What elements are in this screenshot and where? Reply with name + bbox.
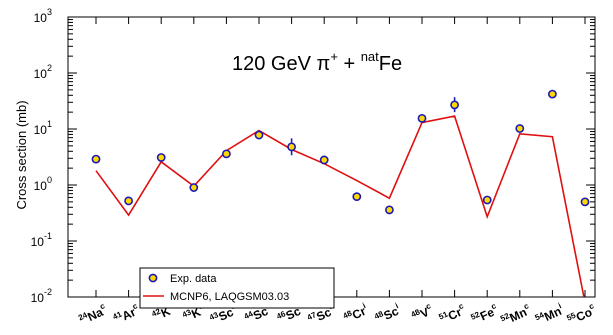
model-line-path — [95, 115, 585, 298]
data-point — [91, 154, 101, 164]
chart-title: 120 GeV π+ + natFe — [232, 49, 402, 75]
data-point — [384, 205, 394, 215]
data-point — [580, 197, 590, 207]
x-tick-label: 52Fec — [469, 301, 501, 327]
y-tick-label: 10-1 — [31, 231, 52, 249]
y-tick-label: 101 — [34, 119, 52, 137]
title-sup-nat: nat — [361, 49, 379, 64]
x-tick-label: 54Mni — [533, 301, 566, 328]
title-main: 120 GeV π — [232, 53, 330, 75]
title-sup-plus: + — [330, 49, 338, 64]
exp-data-series — [91, 89, 590, 215]
legend-label-exp: Exp. data — [170, 273, 217, 285]
title-end: Fe — [379, 53, 402, 75]
data-point — [221, 149, 231, 159]
x-tick-label: 55Coc — [565, 301, 599, 328]
title-mid: + — [338, 53, 361, 75]
y-tick-label: 100 — [34, 175, 52, 193]
y-tick-label: 10-2 — [31, 287, 52, 305]
data-point — [319, 155, 329, 165]
data-point — [189, 183, 199, 192]
y-axis: 10-2 10-1 100 101 102 103 — [31, 7, 595, 305]
y-axis-label: Cross section (mb) — [14, 100, 29, 209]
model-series — [95, 115, 585, 298]
x-tick-label: 48Sci — [372, 301, 402, 326]
x-tick-label: 24Nac — [76, 301, 109, 328]
y-tick-label: 103 — [34, 7, 52, 25]
data-point — [352, 192, 362, 202]
data-point — [515, 124, 525, 133]
data-point — [417, 113, 427, 123]
x-tick-label: 41Arc — [111, 301, 142, 327]
x-tick-label: 51Crc — [437, 301, 468, 327]
data-point — [124, 196, 134, 206]
data-point — [156, 153, 166, 162]
data-point — [548, 89, 557, 99]
x-axis: 24Nac41Arc42Ki43Kc43Scc44Sci46Sci47Scc48… — [76, 17, 599, 329]
y-tick-label: 102 — [34, 63, 52, 81]
data-point — [482, 195, 492, 205]
x-tick-label: 48Vc — [409, 301, 436, 325]
legend-label-model: MCNP6, LAQGSM03.03 — [170, 291, 289, 303]
legend-box — [139, 267, 335, 309]
x-tick-label: 52Mnc — [498, 301, 533, 329]
legend-point-marker — [148, 273, 158, 283]
x-tick-label: 48Cri — [341, 301, 370, 326]
data-point — [254, 130, 264, 140]
data-point — [287, 142, 296, 152]
data-point — [450, 100, 459, 110]
legend: Exp. data MCNP6, LAQGSM03.03 — [139, 267, 335, 309]
